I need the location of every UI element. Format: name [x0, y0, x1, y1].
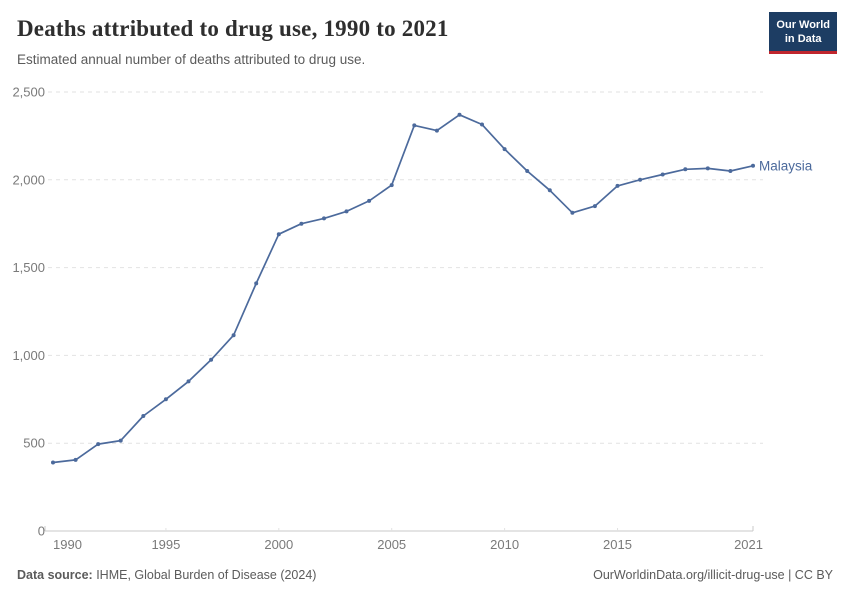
- gridlines: [48, 91, 763, 444]
- svg-text:1990: 1990: [53, 537, 82, 552]
- svg-text:1,500: 1,500: [12, 260, 45, 275]
- license-link[interactable]: OurWorldinData.org/illicit-drug-use | CC…: [593, 568, 833, 582]
- data-points-malaysia[interactable]: [51, 112, 755, 465]
- data-line-malaysia[interactable]: [52, 113, 754, 464]
- svg-text:2000: 2000: [264, 537, 293, 552]
- svg-text:0: 0: [38, 524, 45, 539]
- data-source-label: Data source:: [17, 568, 93, 582]
- svg-text:2,500: 2,500: [12, 85, 45, 100]
- svg-text:2005: 2005: [377, 537, 406, 552]
- owid-logo-line2: in Data: [784, 33, 822, 46]
- data-source: Data source: IHME, Global Burden of Dise…: [17, 568, 316, 582]
- chart-subtitle: Estimated annual number of deaths attrib…: [17, 52, 366, 67]
- x-axis: [44, 526, 754, 532]
- svg-text:2010: 2010: [490, 537, 519, 552]
- owid-logo-line1: Our World: [776, 19, 830, 31]
- y-axis-labels: 0 500 1,000 1,500 2,000 2,500: [12, 85, 45, 539]
- svg-text:1995: 1995: [151, 537, 180, 552]
- series-label-malaysia[interactable]: Malaysia: [759, 158, 813, 173]
- chart-footer: Data source: IHME, Global Burden of Dise…: [17, 568, 833, 582]
- svg-text:2021: 2021: [734, 537, 763, 552]
- data-source-text: IHME, Global Burden of Disease (2024): [92, 568, 317, 582]
- svg-text:1,000: 1,000: [12, 348, 45, 363]
- svg-text:500: 500: [23, 436, 45, 451]
- svg-text:2015: 2015: [603, 537, 632, 552]
- owid-logo[interactable]: Our World in Data: [769, 12, 837, 54]
- page-title: Deaths attributed to drug use, 1990 to 2…: [17, 16, 449, 41]
- svg-text:2,000: 2,000: [12, 172, 45, 187]
- x-axis-labels: 1990 1995 2000 2005 2010 2015 2021: [53, 537, 763, 552]
